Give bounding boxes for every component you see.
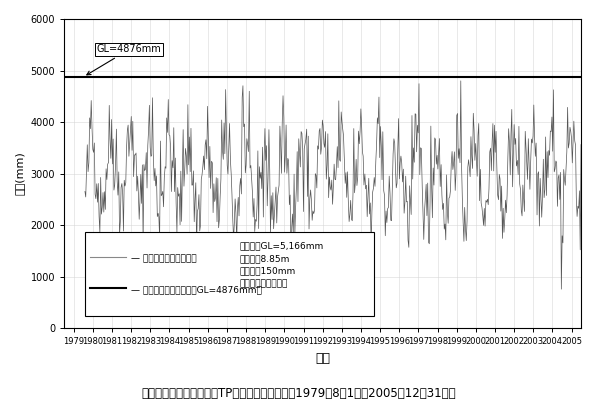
Text: GL=4876mm: GL=4876mm [87,44,161,75]
Text: — 大町小学校　地下水位: — 大町小学校 地下水位 [132,254,197,263]
Text: 大町小学校の地下水位（TP基準・データ範囲：1979年8月1日〜2005年12月31日）: 大町小学校の地下水位（TP基準・データ範囲：1979年8月1日〜2005年12月… [142,387,456,400]
Y-axis label: 水位(mm): 水位(mm) [15,152,25,196]
FancyBboxPatch shape [85,232,374,316]
Text: — 大町小学校の地盤高（GL=4876mm）: — 大町小学校の地盤高（GL=4876mm） [132,285,263,294]
Text: 管頭高：GL=5,166mm
管深度：8.85m
管口径：150mm
ストレーナー：不明: 管頭高：GL=5,166mm 管深度：8.85m 管口径：150mm ストレーナ… [240,242,324,288]
X-axis label: 月日: 月日 [315,352,330,365]
